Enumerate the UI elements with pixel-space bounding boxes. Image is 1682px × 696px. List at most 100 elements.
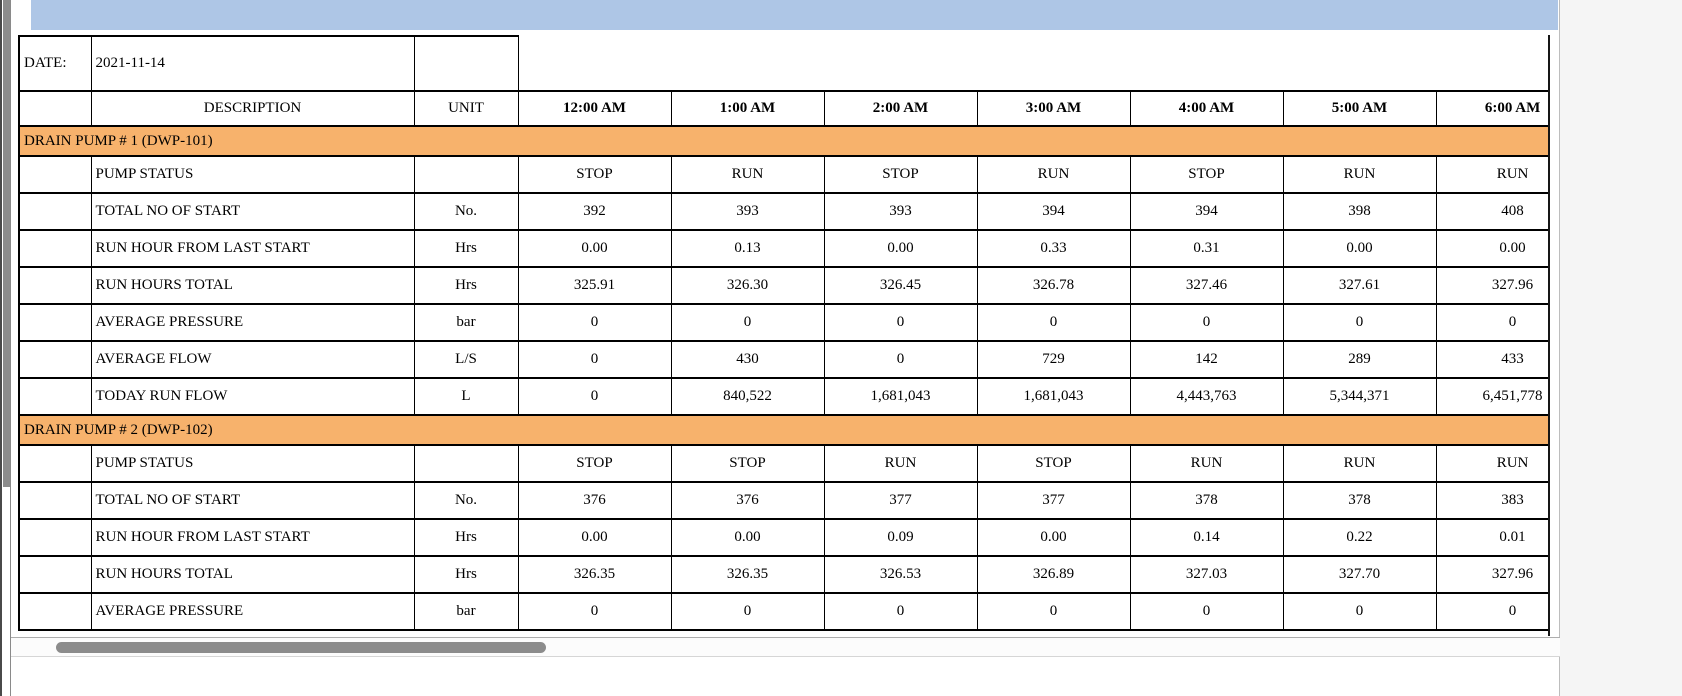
- cell-value[interactable]: STOP: [823, 155, 978, 194]
- row-gutter[interactable]: [18, 90, 92, 127]
- cell-value[interactable]: STOP: [1129, 155, 1284, 194]
- cell-value[interactable]: 289: [1282, 340, 1437, 379]
- cell-value[interactable]: 326.45: [823, 266, 978, 305]
- cell-description[interactable]: TODAY RUN FLOW: [90, 377, 415, 416]
- section-title[interactable]: DRAIN PUMP # 1 (DWP-101): [18, 125, 1548, 157]
- cell-value[interactable]: 1,681,043: [976, 377, 1131, 416]
- cell-value[interactable]: 0.01: [1435, 518, 1548, 557]
- cell-unit[interactable]: L/S: [413, 340, 519, 379]
- cell-value[interactable]: 0: [1129, 592, 1284, 631]
- cell-value[interactable]: 376: [517, 481, 672, 520]
- cell-value[interactable]: 0: [670, 303, 825, 342]
- cell-value[interactable]: STOP: [976, 444, 1131, 483]
- cell-value[interactable]: 326.35: [670, 555, 825, 594]
- cell-value[interactable]: 0: [517, 303, 672, 342]
- cell-description[interactable]: PUMP STATUS: [90, 444, 415, 483]
- cell-unit[interactable]: L: [413, 377, 519, 416]
- cell-unit[interactable]: No.: [413, 481, 519, 520]
- row-gutter[interactable]: [18, 481, 92, 520]
- cell-value[interactable]: 326.35: [517, 555, 672, 594]
- cell-value[interactable]: 327.96: [1435, 555, 1548, 594]
- cell-description[interactable]: TOTAL NO OF START: [90, 192, 415, 231]
- section-title[interactable]: DRAIN PUMP # 2 (DWP-102): [18, 414, 1548, 446]
- cell-value[interactable]: 0.00: [976, 518, 1131, 557]
- cell-value[interactable]: 0.00: [1282, 229, 1437, 268]
- cell-value[interactable]: 4,443,763: [1129, 377, 1284, 416]
- cell-value[interactable]: RUN: [670, 155, 825, 194]
- row-gutter[interactable]: [18, 555, 92, 594]
- cell-value[interactable]: 0: [1129, 303, 1284, 342]
- cell-description[interactable]: AVERAGE FLOW: [90, 340, 415, 379]
- row-gutter[interactable]: [18, 444, 92, 483]
- cell-value[interactable]: 0: [517, 592, 672, 631]
- cell-unit[interactable]: No.: [413, 192, 519, 231]
- cell-value[interactable]: 0: [517, 340, 672, 379]
- cell-value[interactable]: 0.00: [823, 229, 978, 268]
- cell-value[interactable]: RUN: [1282, 444, 1437, 483]
- time-header[interactable]: 2:00 AM: [823, 90, 978, 127]
- cell-value[interactable]: 376: [670, 481, 825, 520]
- cell-value[interactable]: 0.22: [1282, 518, 1437, 557]
- date-label[interactable]: DATE:: [18, 35, 92, 92]
- cell-value[interactable]: 326.78: [976, 266, 1131, 305]
- cell-value[interactable]: 433: [1435, 340, 1548, 379]
- cell-value[interactable]: RUN: [823, 444, 978, 483]
- cell-unit[interactable]: Hrs: [413, 518, 519, 557]
- cell-value[interactable]: 392: [517, 192, 672, 231]
- date-empty-cell[interactable]: [413, 35, 519, 92]
- cell-value[interactable]: 394: [1129, 192, 1284, 231]
- horizontal-scrollbar[interactable]: [11, 637, 1560, 657]
- cell-value[interactable]: 0.33: [976, 229, 1131, 268]
- cell-value[interactable]: 5,344,371: [1282, 377, 1437, 416]
- row-gutter[interactable]: [18, 155, 92, 194]
- cell-value[interactable]: 0: [823, 592, 978, 631]
- cell-value[interactable]: RUN: [1129, 444, 1284, 483]
- row-gutter[interactable]: [18, 229, 92, 268]
- cell-value[interactable]: RUN: [976, 155, 1131, 194]
- cell-value[interactable]: 0: [517, 377, 672, 416]
- cell-value[interactable]: 0: [670, 592, 825, 631]
- cell-value[interactable]: 0.00: [517, 229, 672, 268]
- cell-description[interactable]: PUMP STATUS: [90, 155, 415, 194]
- cell-value[interactable]: 398: [1282, 192, 1437, 231]
- cell-value[interactable]: 0.00: [670, 518, 825, 557]
- time-header[interactable]: 4:00 AM: [1129, 90, 1284, 127]
- cell-value[interactable]: 377: [823, 481, 978, 520]
- cell-value[interactable]: 0.00: [517, 518, 672, 557]
- cell-value[interactable]: RUN: [1282, 155, 1437, 194]
- description-header[interactable]: DESCRIPTION: [90, 90, 415, 127]
- cell-value[interactable]: 377: [976, 481, 1131, 520]
- row-gutter[interactable]: [18, 592, 92, 631]
- cell-value[interactable]: 729: [976, 340, 1131, 379]
- cell-value[interactable]: STOP: [517, 444, 672, 483]
- cell-value[interactable]: 327.46: [1129, 266, 1284, 305]
- cell-value[interactable]: 378: [1282, 481, 1437, 520]
- cell-value[interactable]: 0.14: [1129, 518, 1284, 557]
- cell-value[interactable]: 0: [823, 340, 978, 379]
- date-value[interactable]: 2021-11-14: [90, 35, 415, 92]
- cell-description[interactable]: RUN HOURS TOTAL: [90, 266, 415, 305]
- vertical-scrollbar-thumb[interactable]: [3, 0, 10, 487]
- cell-unit[interactable]: [413, 155, 519, 194]
- row-gutter[interactable]: [18, 303, 92, 342]
- cell-value[interactable]: 0.31: [1129, 229, 1284, 268]
- cell-unit[interactable]: Hrs: [413, 555, 519, 594]
- cell-value[interactable]: 0: [1435, 592, 1548, 631]
- cell-value[interactable]: 383: [1435, 481, 1548, 520]
- cell-value[interactable]: 6,451,778: [1435, 377, 1548, 416]
- cell-value[interactable]: 0: [976, 303, 1131, 342]
- row-gutter[interactable]: [18, 192, 92, 231]
- row-gutter[interactable]: [18, 518, 92, 557]
- cell-value[interactable]: 393: [823, 192, 978, 231]
- cell-value[interactable]: 0.13: [670, 229, 825, 268]
- cell-value[interactable]: 0: [1282, 592, 1437, 631]
- cell-description[interactable]: RUN HOUR FROM LAST START: [90, 229, 415, 268]
- cell-value[interactable]: 378: [1129, 481, 1284, 520]
- cell-value[interactable]: 327.03: [1129, 555, 1284, 594]
- cell-value[interactable]: 326.30: [670, 266, 825, 305]
- cell-description[interactable]: RUN HOURS TOTAL: [90, 555, 415, 594]
- cell-value[interactable]: 430: [670, 340, 825, 379]
- cell-value[interactable]: 393: [670, 192, 825, 231]
- cell-value[interactable]: RUN: [1435, 155, 1548, 194]
- cell-value[interactable]: STOP: [517, 155, 672, 194]
